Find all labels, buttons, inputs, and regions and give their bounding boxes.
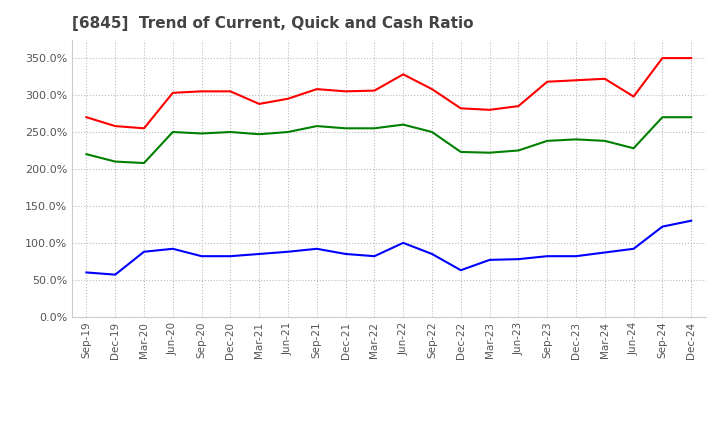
Current Ratio [658, 55, 667, 61]
Cash Ratio [82, 270, 91, 275]
Cash Ratio [485, 257, 494, 263]
Quick Ratio [428, 129, 436, 135]
Current Ratio [111, 124, 120, 129]
Quick Ratio [456, 149, 465, 154]
Current Ratio [226, 89, 235, 94]
Quick Ratio [399, 122, 408, 127]
Cash Ratio [456, 268, 465, 273]
Cash Ratio [514, 257, 523, 262]
Quick Ratio [226, 129, 235, 135]
Cash Ratio [226, 253, 235, 259]
Current Ratio [312, 87, 321, 92]
Quick Ratio [140, 161, 148, 166]
Quick Ratio [255, 132, 264, 137]
Current Ratio [600, 76, 609, 81]
Quick Ratio [168, 129, 177, 135]
Current Ratio [543, 79, 552, 84]
Cash Ratio [312, 246, 321, 251]
Cash Ratio [341, 251, 350, 257]
Cash Ratio [197, 253, 206, 259]
Current Ratio [399, 72, 408, 77]
Text: [6845]  Trend of Current, Quick and Cash Ratio: [6845] Trend of Current, Quick and Cash … [72, 16, 474, 32]
Cash Ratio [629, 246, 638, 251]
Cash Ratio [543, 253, 552, 259]
Quick Ratio [284, 129, 292, 135]
Quick Ratio [111, 159, 120, 164]
Current Ratio [428, 87, 436, 92]
Cash Ratio [600, 250, 609, 255]
Quick Ratio [485, 150, 494, 155]
Quick Ratio [572, 137, 580, 142]
Cash Ratio [284, 249, 292, 254]
Cash Ratio [428, 251, 436, 257]
Cash Ratio [370, 253, 379, 259]
Quick Ratio [629, 146, 638, 151]
Line: Current Ratio: Current Ratio [86, 58, 691, 128]
Current Ratio [197, 89, 206, 94]
Current Ratio [370, 88, 379, 93]
Cash Ratio [111, 272, 120, 277]
Cash Ratio [168, 246, 177, 251]
Current Ratio [255, 101, 264, 106]
Quick Ratio [600, 138, 609, 143]
Cash Ratio [687, 218, 696, 224]
Current Ratio [514, 103, 523, 109]
Cash Ratio [255, 251, 264, 257]
Quick Ratio [370, 126, 379, 131]
Cash Ratio [658, 224, 667, 229]
Current Ratio [456, 106, 465, 111]
Quick Ratio [658, 114, 667, 120]
Line: Cash Ratio: Cash Ratio [86, 221, 691, 275]
Current Ratio [629, 94, 638, 99]
Current Ratio [485, 107, 494, 113]
Quick Ratio [341, 126, 350, 131]
Quick Ratio [312, 124, 321, 129]
Current Ratio [341, 89, 350, 94]
Quick Ratio [514, 148, 523, 153]
Cash Ratio [399, 240, 408, 246]
Current Ratio [140, 126, 148, 131]
Line: Quick Ratio: Quick Ratio [86, 117, 691, 163]
Current Ratio [572, 77, 580, 83]
Current Ratio [82, 114, 91, 120]
Quick Ratio [543, 138, 552, 143]
Cash Ratio [572, 253, 580, 259]
Current Ratio [168, 90, 177, 95]
Cash Ratio [140, 249, 148, 254]
Quick Ratio [197, 131, 206, 136]
Current Ratio [687, 55, 696, 61]
Quick Ratio [82, 151, 91, 157]
Quick Ratio [687, 114, 696, 120]
Current Ratio [284, 96, 292, 101]
